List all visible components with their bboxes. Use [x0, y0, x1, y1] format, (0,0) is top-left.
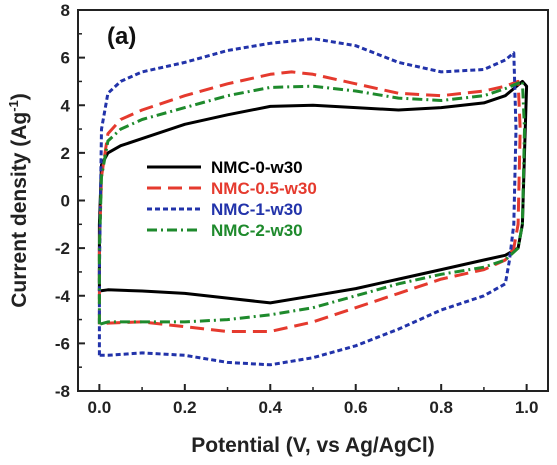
legend: NMC-0-w30 NMC-0.5-w30 NMC-1-w30 NMC-2-w30	[147, 158, 317, 240]
y-tick-label: 6	[61, 49, 70, 68]
x-tick-label: 0.6	[344, 398, 368, 417]
legend-label-4: NMC-2-w30	[211, 221, 303, 240]
x-tick-label: 0.4	[258, 398, 282, 417]
x-tick-label: 0.0	[88, 398, 112, 417]
y-axis-title-close: )	[8, 93, 31, 100]
plot-frame	[77, 9, 549, 392]
x-tick-label: 0.2	[173, 398, 197, 417]
y-tick-label: 2	[61, 144, 70, 163]
y-axis-title-superscript: -1	[6, 100, 21, 112]
x-tick-label: 0.8	[429, 398, 453, 417]
y-axis-title-main: Current density (Ag	[8, 112, 31, 308]
series-line-1	[97, 79, 529, 305]
y-tick-label: 0	[61, 192, 70, 211]
series-line-3	[97, 37, 518, 367]
x-tick-label: 1.0	[515, 398, 539, 417]
y-tick-label: 4	[61, 96, 71, 115]
legend-label-2: NMC-0.5-w30	[211, 179, 317, 198]
x-axis-title: Potential (V, vs Ag/AgCl)	[191, 434, 434, 457]
y-tick-label: -6	[55, 334, 70, 353]
y-tick-label: -4	[55, 287, 71, 306]
y-tick-label: -2	[55, 239, 70, 258]
legend-label-1: NMC-0-w30	[211, 158, 303, 177]
series-line-4	[97, 79, 526, 326]
series-line-2	[97, 70, 522, 333]
y-tick-label: -8	[55, 382, 70, 401]
y-axis-title: Current density (Ag-1)	[6, 93, 31, 308]
legend-label-3: NMC-1-w30	[211, 200, 303, 219]
series-layer	[97, 37, 529, 367]
y-tick-label: 8	[61, 1, 70, 20]
ticks-layer: 0.0 0.2 0.4 0.6 0.8 1.0 -8 -6 -4 -2 0 2 4 6 8	[55, 1, 539, 417]
panel-label: (a)	[107, 23, 136, 50]
